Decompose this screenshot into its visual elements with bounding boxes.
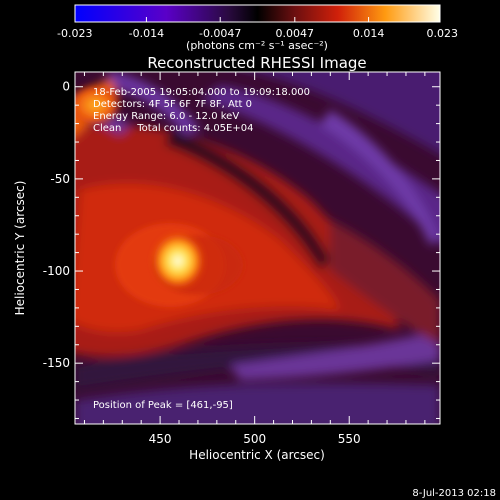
x-axis-ticks: 450 500 550 — [83, 72, 426, 446]
colorbar-tick-label: -0.014 — [129, 27, 164, 40]
colorbar-tick-label: 0.014 — [353, 27, 385, 40]
colorbar — [74, 4, 441, 23]
x-axis-label: Heliocentric X (arcsec) — [189, 448, 325, 462]
footer-timestamp: 8-Jul-2013 02:18 — [412, 488, 496, 499]
y-axis-label: Heliocentric Y (arcsec) — [13, 181, 27, 316]
annotation-energy-range: Energy Range: 6.0 - 12.0 keV — [93, 111, 239, 122]
x-tick-label: 550 — [338, 432, 361, 446]
annotation-detectors: Detectors: 4F 5F 6F 7F 8F, Att 0 — [93, 99, 252, 110]
y-tick-label: -150 — [43, 356, 70, 370]
y-tick-label: -100 — [43, 264, 70, 278]
colorbar-ticks: -0.023 -0.014 -0.0047 0.0047 0.014 0.023 — [57, 17, 458, 40]
plot-frame — [74, 71, 441, 425]
x-tick-label: 500 — [243, 432, 266, 446]
annotation-time-range: 18-Feb-2005 19:05:04.000 to 19:09:18.000 — [93, 87, 310, 98]
annotation-counts: Clean Total counts: 4.05E+04 — [93, 123, 253, 134]
peak-position-label: Position of Peak = [461,-95] — [93, 400, 233, 411]
y-tick-label: -50 — [50, 172, 70, 186]
x-tick-label: 450 — [149, 432, 172, 446]
heatmap-image — [75, 72, 440, 424]
colorbar-tick-label: -0.023 — [57, 27, 92, 40]
y-tick-label: 0 — [62, 80, 70, 94]
y-axis-ticks: 0 -50 -100 -150 — [43, 80, 440, 419]
colorbar-unit-label: (photons cm⁻² s⁻¹ asec⁻²) — [186, 39, 328, 52]
colorbar-tick-label: 0.0047 — [276, 27, 315, 40]
chart-title: Reconstructed RHESSI Image — [147, 54, 366, 72]
colorbar-tick-label: -0.0047 — [199, 27, 241, 40]
colorbar-tick-label: 0.023 — [427, 27, 459, 40]
